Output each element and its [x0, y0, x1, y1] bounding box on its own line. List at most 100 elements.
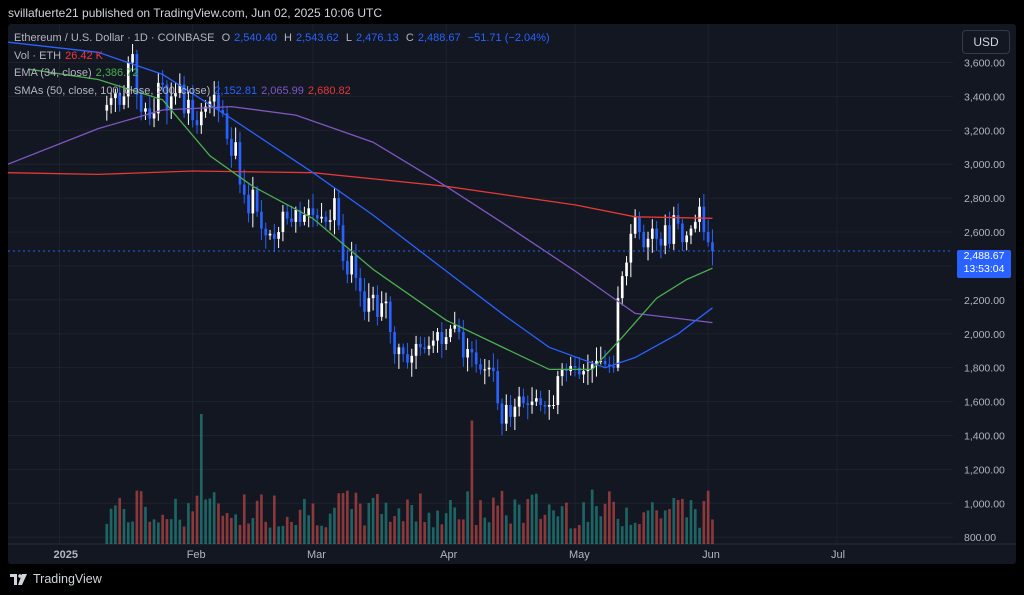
volume-bar	[470, 420, 474, 544]
volume-bar	[350, 508, 353, 544]
candle-body	[251, 189, 255, 214]
volume-bar	[242, 494, 246, 544]
y-tick-label: 2,200.00	[964, 295, 1005, 307]
volume-bar	[285, 516, 289, 544]
volume-bar	[625, 507, 628, 544]
candle-body	[217, 94, 220, 110]
volume-bar	[157, 522, 160, 544]
volume-bar	[212, 492, 216, 544]
candle-body	[706, 232, 710, 243]
volume-bar	[633, 522, 637, 544]
legend-symbol-row: Ethereum / U.S. Dollar · 1D · COINBASE O…	[14, 30, 554, 48]
candle-body	[552, 404, 555, 406]
volume-bar	[535, 493, 538, 544]
volume-bar	[539, 518, 542, 544]
candle-body	[255, 189, 259, 212]
volume-bar	[487, 522, 491, 544]
high-label: H	[284, 32, 292, 44]
candle-body	[144, 108, 147, 112]
candle-body	[509, 404, 512, 417]
volume-bar	[410, 505, 414, 544]
grid-lines	[8, 24, 953, 544]
chart-frame[interactable]: 800.00 1,000.00 1,200.00 1,400.00 1,600.00 1,…	[8, 24, 1016, 564]
candle-body	[698, 206, 701, 222]
candle-body	[406, 354, 409, 363]
volume-bar	[346, 490, 349, 544]
candle-body	[689, 228, 693, 236]
volume-bar	[354, 492, 358, 544]
legend-volume-row[interactable]: Vol · ETH 26.42 K	[14, 48, 554, 66]
candle-body	[118, 93, 122, 105]
legend-ema-row[interactable]: EMA (34, close) 2,386.72	[14, 65, 554, 83]
volume-bar	[457, 519, 461, 544]
candle-body	[496, 371, 500, 404]
volume-bar	[543, 514, 547, 544]
volume-bar	[702, 501, 706, 544]
sma100-value: 2,065.99	[261, 84, 304, 97]
candle-body	[449, 328, 452, 338]
candle-body	[685, 235, 689, 243]
legend-sma-row[interactable]: SMAs (50, close, 100, close, 200, close)…	[14, 83, 554, 101]
x-tick-label: May	[569, 549, 590, 561]
y-tick-label: 1,200.00	[964, 464, 1005, 476]
volume-bar	[513, 499, 517, 544]
candle-body	[367, 298, 371, 312]
countdown-value: 13:53:04	[963, 263, 1005, 275]
volume-bar	[431, 527, 435, 544]
volume-bar	[608, 491, 611, 544]
currency-button[interactable]: USD	[962, 30, 1010, 54]
volume-bar	[427, 512, 431, 544]
volume-bar	[672, 497, 676, 544]
candle-body	[620, 276, 624, 299]
candle-body	[427, 345, 431, 350]
volume-bar	[453, 507, 457, 544]
volume-bar	[397, 508, 401, 544]
volume-bar	[358, 503, 362, 544]
candle-body	[483, 369, 487, 371]
volume-bar	[689, 500, 693, 544]
candle-body	[556, 376, 560, 405]
candle-body	[393, 332, 396, 355]
candle-body	[320, 216, 323, 219]
volume-bar	[530, 494, 534, 544]
y-tick-label: 2,800.00	[964, 193, 1005, 205]
candle-body	[131, 54, 134, 63]
candle-body	[582, 371, 585, 375]
low-value: 2,476.13	[355, 32, 399, 44]
candle-body	[272, 233, 276, 239]
candle-body	[646, 238, 650, 248]
volume-bar	[208, 498, 212, 544]
candle-body	[354, 255, 358, 278]
candle-body	[114, 93, 117, 99]
candle-body	[294, 210, 298, 222]
candle-body	[174, 93, 177, 97]
candle-body	[457, 325, 461, 333]
candle-body	[315, 215, 319, 219]
candle-body	[410, 355, 414, 363]
volume-bar	[152, 519, 156, 544]
y-tick-label: 1,400.00	[964, 430, 1005, 442]
volume-bar	[320, 525, 323, 544]
candle-body	[423, 347, 426, 350]
volume-bar	[629, 524, 633, 544]
volume-bar	[221, 515, 225, 544]
candle-body	[105, 104, 109, 111]
candle-body	[397, 347, 401, 355]
publish-header: svillafuerte21 published on TradingView.…	[8, 6, 383, 20]
volume-bar	[114, 505, 117, 544]
footer-brand[interactable]: TradingView	[10, 572, 102, 586]
volume-bar	[586, 521, 590, 544]
ema-value: 2,386.72	[95, 67, 139, 79]
candle-body	[126, 62, 130, 97]
volume-bar	[165, 519, 169, 544]
volume-bar	[311, 503, 315, 544]
price-chart[interactable]: 800.00 1,000.00 1,200.00 1,400.00 1,600.00 1,…	[8, 24, 1016, 564]
volume-bar	[174, 498, 177, 544]
x-tick-label: Jun	[702, 549, 720, 561]
volume-bar	[642, 512, 646, 544]
symbol-name[interactable]: Ethereum / U.S. Dollar · 1D · COINBASE	[14, 32, 215, 44]
candle-body	[221, 109, 225, 114]
volume-bar	[380, 514, 384, 544]
volume-bar	[526, 498, 530, 544]
candle-body	[199, 111, 203, 126]
